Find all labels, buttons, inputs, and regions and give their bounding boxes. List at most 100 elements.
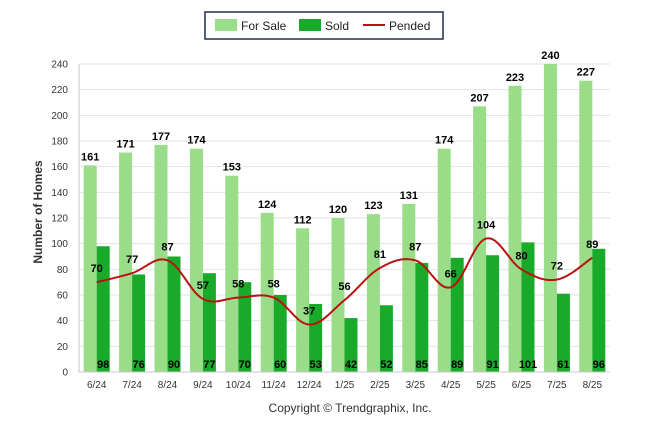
data-label-pended: 87 (409, 241, 421, 253)
pended-series-line (96, 237, 593, 326)
bar-sold (238, 282, 252, 372)
data-label-sold: 98 (97, 359, 109, 371)
bar-sold (273, 295, 287, 372)
bar-for-sale (119, 152, 133, 372)
data-label-for-sale: 174 (187, 135, 206, 147)
bar-sold (344, 318, 358, 372)
legend-box (204, 11, 444, 40)
y-tick-label: 200 (51, 111, 68, 122)
bar-for-sale (543, 64, 557, 372)
y-tick-label: 80 (57, 265, 69, 276)
bar-for-sale (437, 148, 451, 372)
bar-for-sale (473, 106, 487, 372)
bar-sold (592, 248, 606, 372)
data-label-pended: 89 (586, 239, 598, 251)
data-label-for-sale: 153 (223, 162, 241, 174)
data-label-sold: 89 (451, 359, 463, 371)
data-label-pended: 57 (197, 280, 209, 292)
legend-label-for-sale: For Sale (241, 19, 287, 33)
data-label-for-sale: 207 (470, 92, 488, 104)
x-tick-label: 8/25 (583, 380, 603, 391)
x-tick-label: 12/24 (297, 380, 322, 391)
bar-sold (486, 255, 500, 372)
bars (83, 64, 606, 373)
bar-for-sale (579, 80, 593, 372)
data-label-sold: 52 (380, 359, 392, 371)
data-label-sold: 60 (274, 359, 286, 371)
data-labels: 161 98 70 171 76 77 177 90 87 174 77 57 153 70 58 124 60… (81, 50, 605, 371)
data-label-pended: 66 (445, 268, 457, 280)
bar-for-sale (83, 165, 97, 372)
y-tick-label: 120 (51, 214, 68, 225)
x-tick-label: 11/24 (262, 380, 287, 391)
data-label-for-sale: 171 (116, 139, 134, 151)
x-tick-label: 7/25 (547, 380, 567, 391)
y-tick-label: 240 (51, 60, 68, 71)
data-label-for-sale: 223 (506, 72, 524, 84)
x-tick-label: 9/24 (193, 380, 213, 391)
x-tick-label: 1/25 (335, 380, 355, 391)
legend-swatch-sold (299, 19, 321, 31)
y-tick-label: 180 (51, 137, 68, 148)
y-tick-label: 220 (51, 85, 68, 96)
pended-line (96, 237, 593, 326)
data-label-for-sale: 240 (541, 50, 559, 62)
data-label-sold: 53 (309, 359, 321, 371)
y-tick-label: 160 (51, 162, 68, 173)
x-tick-label: 6/24 (87, 380, 107, 391)
bar-for-sale (225, 175, 239, 372)
bar-sold (379, 305, 393, 372)
y-tick-label: 140 (51, 188, 68, 199)
bar-for-sale (260, 212, 274, 372)
bar-sold (132, 274, 146, 372)
data-label-sold: 76 (132, 359, 144, 371)
data-label-sold: 96 (593, 359, 605, 371)
data-label-for-sale: 120 (329, 204, 347, 216)
bar-for-sale (402, 203, 416, 372)
bar-for-sale (154, 144, 168, 372)
data-label-pended: 104 (477, 220, 496, 232)
x-tick-label: 10/24 (226, 380, 251, 391)
data-label-for-sale: 174 (435, 135, 454, 147)
bar-for-sale (366, 214, 380, 372)
y-tick-label: 100 (51, 239, 68, 250)
y-tick-label: 20 (57, 342, 69, 353)
bar-for-sale (508, 85, 522, 373)
data-label-sold: 70 (239, 359, 251, 371)
data-label-for-sale: 123 (364, 200, 382, 212)
data-label-pended: 87 (161, 241, 173, 253)
data-label-pended: 80 (515, 250, 527, 262)
x-tick-label: 6/25 (512, 380, 532, 391)
data-label-pended: 81 (374, 249, 386, 261)
data-label-sold: 85 (416, 359, 428, 371)
data-label-sold: 91 (486, 359, 498, 371)
bar-sold (415, 262, 429, 372)
data-label-for-sale: 124 (258, 199, 277, 211)
y-tick-label: 40 (57, 316, 69, 327)
data-label-pended: 56 (338, 281, 350, 293)
data-label-for-sale: 112 (294, 214, 312, 226)
legend-swatch-for-sale (215, 19, 237, 31)
data-label-pended: 58 (232, 279, 244, 291)
data-label-for-sale: 161 (81, 151, 99, 163)
data-label-sold: 90 (168, 359, 180, 371)
x-tick-label: 7/24 (122, 380, 142, 391)
legend-label-pended: Pended (389, 19, 430, 33)
bar-sold (202, 273, 216, 372)
data-label-pended: 77 (126, 254, 138, 266)
legend-label-sold: Sold (325, 19, 349, 33)
bar-for-sale (331, 218, 345, 372)
legend: For Sale Sold Pended (204, 11, 444, 40)
y-tick-label: 60 (57, 291, 69, 302)
data-label-pended: 58 (268, 279, 280, 291)
bar-for-sale (189, 148, 203, 372)
x-tick-label: 4/25 (441, 380, 461, 391)
data-label-pended: 72 (551, 261, 563, 273)
x-tick-label: 8/24 (158, 380, 178, 391)
data-label-sold: 42 (345, 359, 357, 371)
y-axis-title: Number of Homes (31, 160, 45, 264)
x-tick-label: 5/25 (476, 380, 496, 391)
y-tick-label: 0 (62, 368, 68, 379)
data-label-for-sale: 227 (577, 67, 595, 79)
